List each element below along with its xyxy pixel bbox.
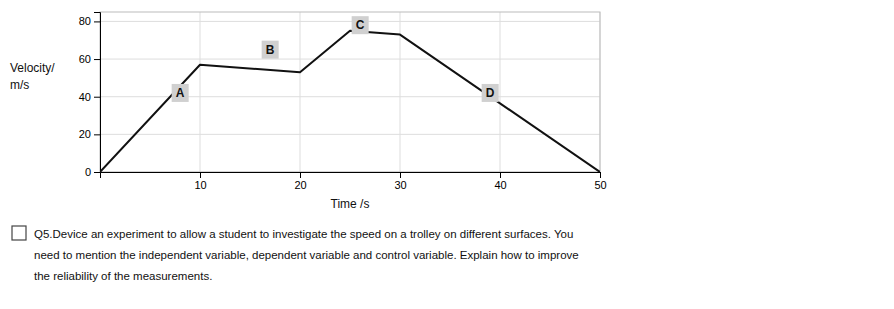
y-tick-mark [94, 59, 100, 60]
y-tick-mark [94, 134, 100, 135]
annotation-label: C [356, 18, 365, 32]
y-tick: 80 [79, 15, 100, 27]
x-tick: 50 [594, 172, 606, 191]
y-grid-line [100, 134, 600, 135]
x-axis-line [101, 173, 601, 179]
y-tick: 0 [85, 166, 100, 178]
caption-line: need to mention the independent variable… [34, 249, 579, 261]
x-tick: 10 [194, 172, 206, 191]
x-grid-line [300, 12, 301, 172]
y-axis-line [94, 13, 101, 173]
y-tick-label: 60 [79, 53, 91, 65]
annotation-label: B [266, 43, 275, 57]
y-tick-mark [94, 172, 100, 173]
annotation: B [262, 41, 279, 59]
plot: 10 20 30 40 50 0 20 40 60 80 A B C D [79, 12, 607, 191]
annotation-box [352, 16, 369, 34]
x-grid-line [500, 12, 501, 172]
x-tick-label: 50 [594, 179, 606, 191]
y-tick-mark [94, 21, 100, 22]
marks [100, 31, 600, 172]
y-tick-label: 0 [85, 166, 91, 178]
y-tick: 20 [79, 128, 100, 140]
x-axis: 10 20 30 40 50 [101, 172, 607, 191]
annotation: D [482, 84, 499, 102]
checkbox [12, 226, 26, 240]
y-grid-line [100, 21, 600, 22]
x-tick: 20 [294, 172, 306, 191]
x-tick-label: 20 [294, 179, 306, 191]
y-axis-title: Velocity/ [10, 61, 55, 75]
x-tick-mark [600, 172, 601, 178]
x-tick-mark [200, 172, 201, 178]
line [100, 31, 600, 172]
grid [100, 12, 600, 172]
annotations: A B C D [172, 16, 499, 102]
y-grid-line [100, 59, 600, 60]
x-tick-label: 40 [494, 179, 506, 191]
y-tick-label: 80 [79, 15, 91, 27]
x-tick: 30 [394, 172, 406, 191]
y-tick-label: 20 [79, 128, 91, 140]
x-axis-title: Time /s [331, 197, 370, 211]
annotation: A [172, 84, 189, 102]
annotation-label: D [486, 86, 495, 100]
y-tick-mark [94, 97, 100, 98]
y-tick: 60 [79, 53, 100, 65]
x-tick-mark [300, 172, 301, 178]
plot-frame [100, 12, 600, 172]
annotation: C [352, 16, 369, 34]
annotation-box [262, 41, 279, 59]
annotation-box [482, 84, 499, 102]
caption-line: the reliability of the measurements. [34, 270, 212, 282]
x-tick-mark [400, 172, 401, 178]
annotation-box [172, 84, 189, 102]
y-tick: 40 [79, 91, 100, 103]
y-tick-label: 40 [79, 91, 91, 103]
y-axis-title: m/s [10, 78, 29, 92]
y-axis: 0 20 40 60 80 [79, 13, 101, 179]
x-tick-label: 10 [194, 179, 206, 191]
x-tick: 40 [494, 172, 506, 191]
x-grid-line [200, 12, 201, 172]
chart: 10 20 30 40 50 0 20 40 60 80 A B C D Time /s Velocity/m… [0, 0, 894, 309]
x-tick-label: 30 [394, 179, 406, 191]
x-tick-mark [500, 172, 501, 178]
caption-line: Q5.Device an experiment to allow a stude… [34, 228, 573, 240]
annotation-label: A [176, 86, 185, 100]
